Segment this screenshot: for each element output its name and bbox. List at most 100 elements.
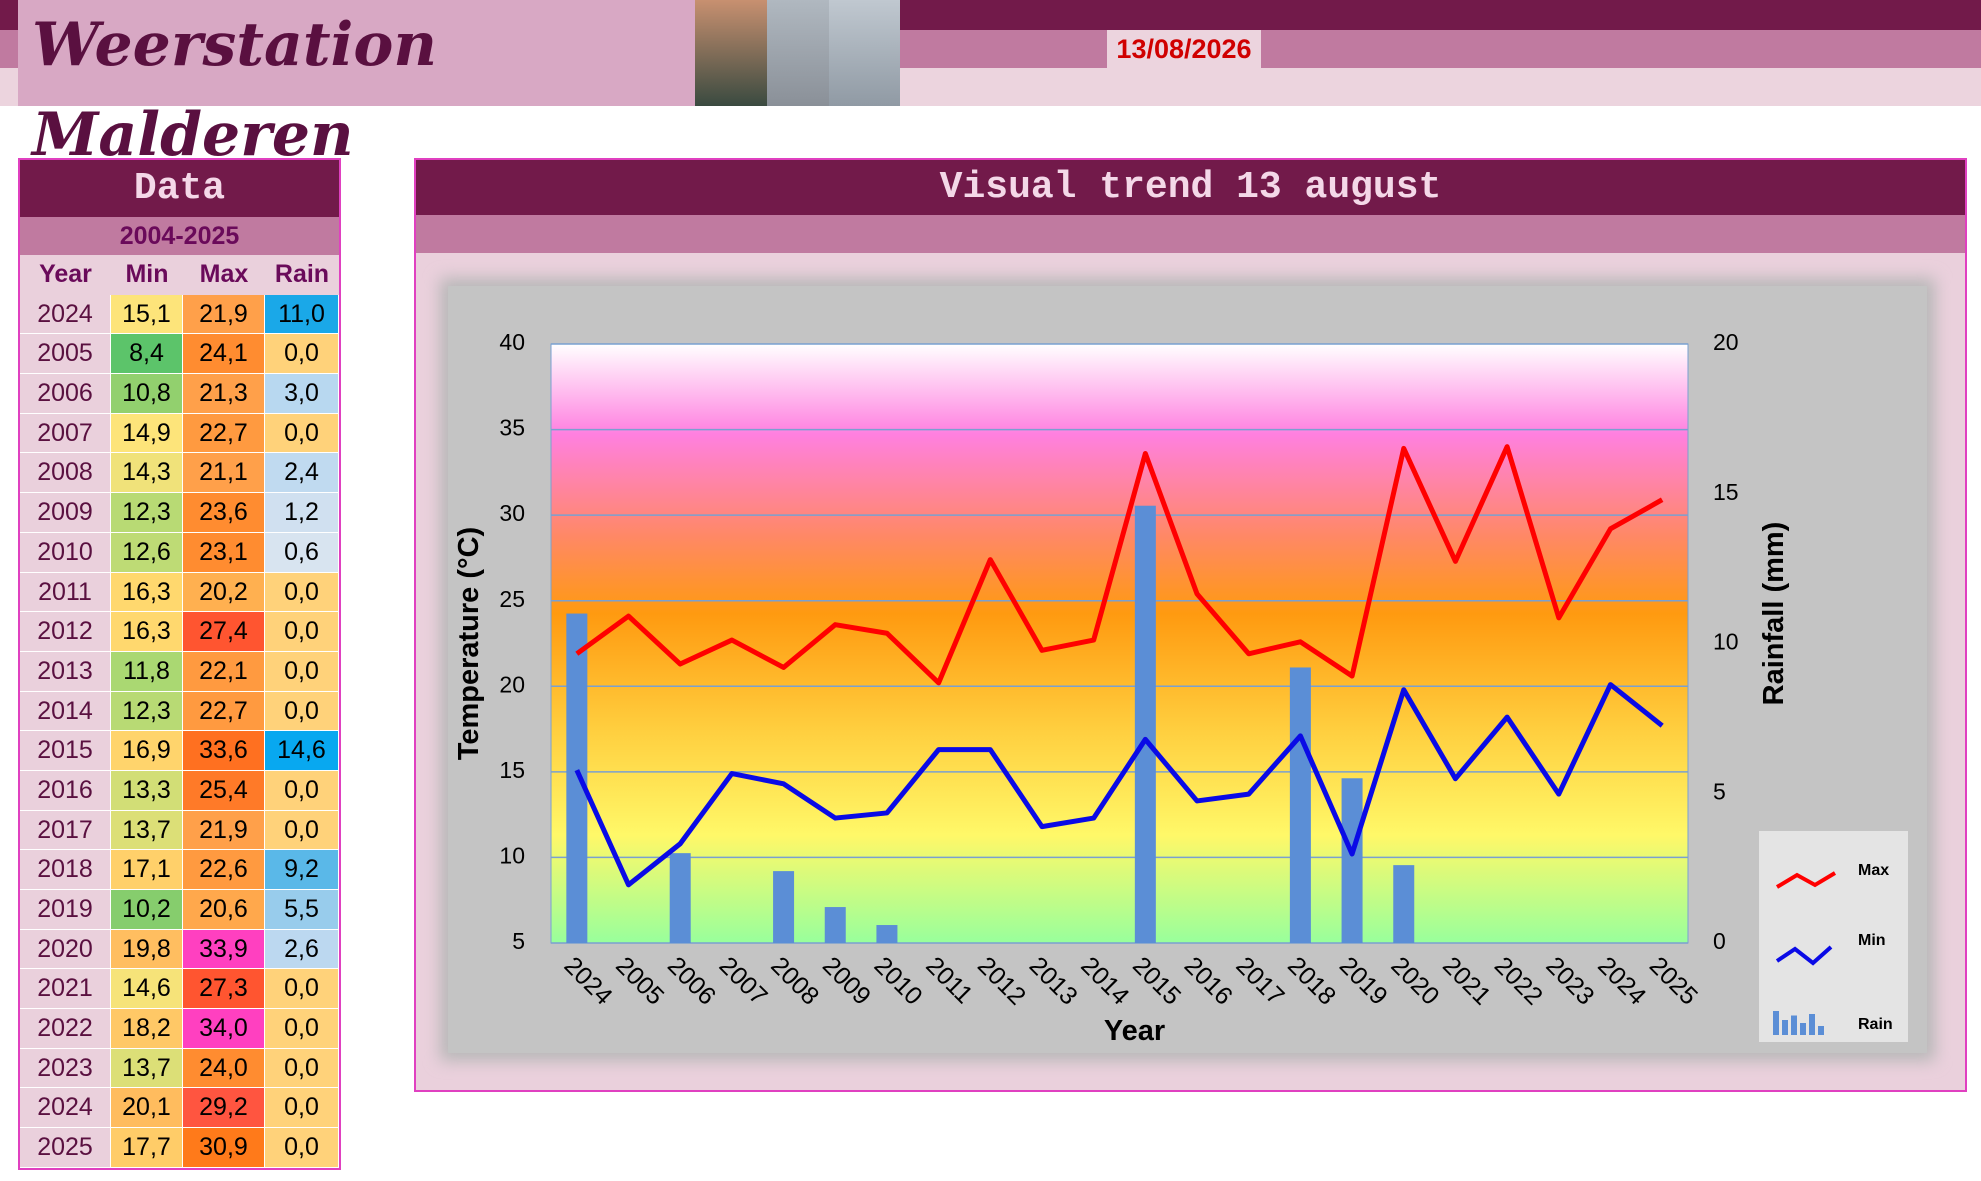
column-header: Min <box>125 260 169 288</box>
cell: 0,0 <box>265 612 339 652</box>
legend-icon <box>1818 1026 1824 1035</box>
cell: 9,2 <box>265 850 339 890</box>
cell: 14,6 <box>265 731 339 771</box>
cell: 10,2 <box>111 890 183 930</box>
cell: 30,9 <box>183 1128 265 1168</box>
cell: 0,0 <box>265 1048 339 1089</box>
table-row: 2018 17,1 22,6 9,2 <box>20 850 339 890</box>
cell: 10,8 <box>111 374 183 414</box>
column-header: Rain <box>274 260 330 288</box>
table-row: 2009 12,3 23,6 1,2 <box>20 493 339 533</box>
bar <box>1134 505 1156 943</box>
table-row: 2012 16,3 27,4 0,0 <box>20 612 339 652</box>
cell: 13,3 <box>111 770 183 811</box>
cell: 21,3 <box>183 374 265 414</box>
legend-icon <box>1775 871 1837 889</box>
cell: 12,6 <box>111 532 183 573</box>
table-row: 2005 8,4 24,1 0,0 <box>20 334 339 375</box>
cell: 2024 <box>20 1088 111 1129</box>
photo <box>767 0 829 106</box>
cell: 33,6 <box>183 731 265 771</box>
bar <box>669 853 691 943</box>
table-row: 2017 13,7 21,9 0,0 <box>20 810 339 851</box>
y-axis-title: Temperature (°C) <box>453 527 485 760</box>
cell: 0,0 <box>265 651 339 692</box>
chart-subband <box>416 215 1965 253</box>
table-row: 2014 12,3 22,7 0,0 <box>20 691 339 732</box>
cell: 27,4 <box>183 612 265 652</box>
cell: 18,2 <box>111 1009 183 1049</box>
x-axis-title: Year <box>1104 1015 1165 1047</box>
cell: 21,9 <box>183 810 265 851</box>
cell: 2022 <box>20 1009 111 1049</box>
bar <box>1289 667 1311 943</box>
cell: 0,0 <box>265 770 339 811</box>
cell: 14,6 <box>111 969 183 1010</box>
table-row: 2010 12,6 23,1 0,6 <box>20 532 339 573</box>
bar <box>773 871 795 943</box>
cell: 22,7 <box>183 691 265 732</box>
column-header: Max <box>199 260 249 288</box>
cell: 0,0 <box>265 969 339 1010</box>
cell: 21,9 <box>183 294 265 335</box>
line <box>575 444 1664 686</box>
cell: 17,7 <box>111 1128 183 1168</box>
y-tick-label: 25 <box>499 586 525 612</box>
table-row: 2007 14,9 22,7 0,0 <box>20 413 339 454</box>
legend-label: Rain <box>1858 1016 1893 1033</box>
table-row: 2006 10,8 21,3 3,0 <box>20 374 339 414</box>
cell: 0,0 <box>265 1128 339 1168</box>
cell: 20,1 <box>111 1088 183 1129</box>
cell: 2013 <box>20 651 111 692</box>
cell: 29,2 <box>183 1088 265 1129</box>
cell: 2005 <box>20 334 111 375</box>
bar <box>824 907 846 943</box>
cell: 27,3 <box>183 969 265 1010</box>
table-row: 2022 18,2 34,0 0,0 <box>20 1009 339 1049</box>
cell: 13,7 <box>111 1048 183 1089</box>
cell: 2006 <box>20 374 111 414</box>
cell: 34,0 <box>183 1009 265 1049</box>
cell: 8,4 <box>111 334 183 375</box>
table-title: Data <box>20 160 339 217</box>
cell: 12,3 <box>111 691 183 732</box>
cell: 16,9 <box>111 731 183 771</box>
legend <box>1759 831 1908 1042</box>
cell: 2017 <box>20 810 111 851</box>
y-tick-label: 15 <box>499 757 525 783</box>
cell: 33,9 <box>183 929 265 970</box>
cell: 24,1 <box>183 334 265 375</box>
cell: 2018 <box>20 850 111 890</box>
y-tick-label: 5 <box>512 928 525 954</box>
y2-tick-label: 5 <box>1713 778 1726 804</box>
cell: 16,3 <box>111 612 183 652</box>
table-subtitle: 2004-2025 <box>20 217 339 255</box>
cell: 11,0 <box>265 294 339 335</box>
cell: 13,7 <box>111 810 183 851</box>
table-row: 2013 11,8 22,1 0,0 <box>20 651 339 692</box>
cell: 25,4 <box>183 770 265 811</box>
table-row: 2023 13,7 24,0 0,0 <box>20 1048 339 1089</box>
legend-icon <box>1782 1020 1788 1035</box>
cell: 0,0 <box>265 334 339 375</box>
cell: 2021 <box>20 969 111 1010</box>
date: 13/08/2026 <box>1107 30 1261 68</box>
table-row: 2015 16,9 33,6 14,6 <box>20 731 339 771</box>
table-row: 2024 20,1 29,2 0,0 <box>20 1088 339 1129</box>
cell: 16,3 <box>111 572 183 613</box>
table-body: Year Min Max Rain 2024 15,1 21,9 11,0 2005 8,4 24,… <box>20 255 339 1168</box>
cell: 2020 <box>20 929 111 970</box>
cell: 2025 <box>20 1128 111 1168</box>
y-tick-label: 30 <box>499 500 525 526</box>
cell: 2009 <box>20 493 111 533</box>
cell: 2007 <box>20 413 111 454</box>
cell: 14,3 <box>111 453 183 494</box>
cell: 2011 <box>20 572 111 613</box>
cell: 0,6 <box>265 532 339 573</box>
cell: 2008 <box>20 453 111 494</box>
cell: 2012 <box>20 612 111 652</box>
bar <box>876 925 898 943</box>
cell: 2,6 <box>265 929 339 970</box>
